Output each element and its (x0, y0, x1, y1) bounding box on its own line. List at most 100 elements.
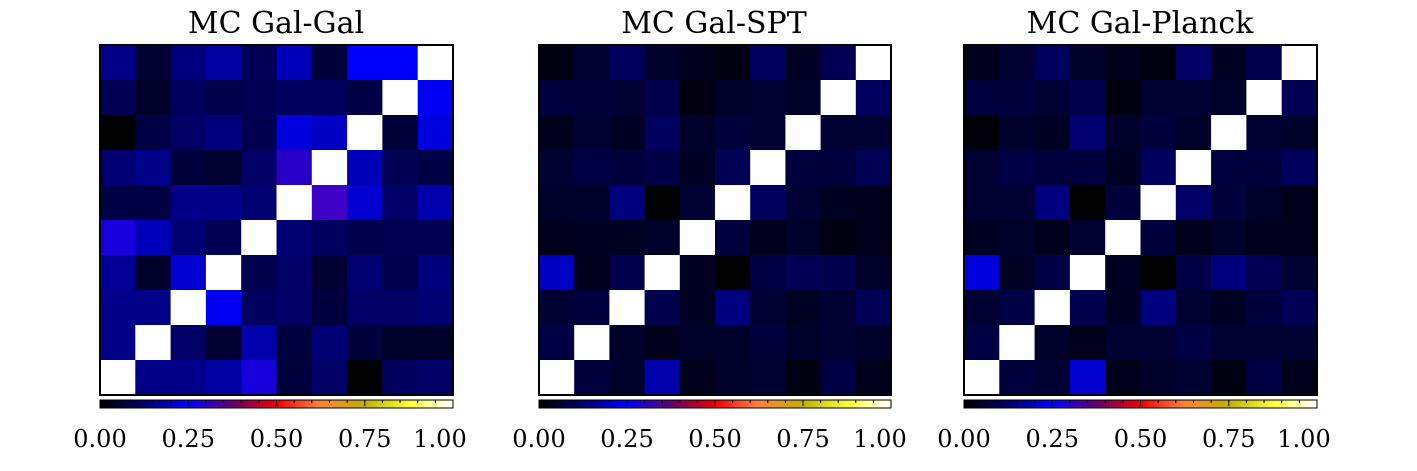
heatmap-cell (241, 360, 278, 396)
heatmap-cell (241, 255, 278, 291)
heatmap-cell (750, 150, 786, 186)
heatmap-cell (241, 45, 278, 81)
heatmap-cell (100, 325, 136, 361)
heatmap-cell (785, 80, 822, 116)
heatmap-cell (785, 45, 822, 81)
heatmap-cell (539, 45, 575, 81)
heatmap-cell (382, 255, 419, 291)
heatmap-cell (170, 45, 207, 81)
heatmap-cell (1034, 360, 1071, 396)
heatmap-cell (100, 290, 136, 326)
heatmap-cell (276, 290, 313, 326)
panel-title: MC Gal-Gal (188, 6, 364, 41)
heatmap-cell (609, 80, 646, 116)
heatmap-cell (679, 185, 716, 221)
heatmap-cell (1281, 255, 1318, 291)
colorbar-tick-label: 0.50 (688, 425, 741, 453)
heatmap-cell (1246, 185, 1283, 221)
heatmap-cell (609, 290, 646, 326)
panel-gal-gal: MC Gal-Gal 0.00 0.25 0.50 0.75 1.00 (73, 6, 466, 453)
heatmap-cell (574, 325, 610, 361)
heatmap-cell (1140, 115, 1177, 151)
heatmap-cell (347, 115, 383, 151)
heatmap-cell (964, 255, 1000, 291)
heatmap-cell (241, 325, 278, 361)
heatmap-cell (999, 80, 1036, 116)
heatmap-cell (1211, 150, 1247, 186)
heatmap-cell (205, 115, 242, 151)
heatmap-cell (1140, 80, 1177, 116)
heatmap-cell (964, 150, 1000, 186)
heatmap-cell (785, 185, 822, 221)
colorbar-tick-label: 0.50 (250, 425, 303, 453)
heatmap-cell (100, 115, 136, 151)
heatmap-cell (1175, 290, 1212, 326)
heatmap-cell (276, 360, 313, 396)
heatmap-cell (1246, 150, 1283, 186)
heatmap-cell (820, 80, 857, 116)
heatmap-cell (715, 290, 751, 326)
heatmap-cell (715, 115, 751, 151)
heatmap-cell (205, 325, 242, 361)
heatmap-cell (1034, 185, 1071, 221)
heatmap-cell (750, 255, 786, 291)
colorbar-tick-label: 0.50 (1114, 425, 1167, 453)
heatmap-cell (100, 80, 136, 116)
panel-gal-spt: MC Gal-SPT 0.00 0.25 0.50 0.75 1.00 (512, 6, 906, 453)
heatmap-cell (1211, 220, 1247, 256)
heatmap-cell (1034, 80, 1071, 116)
heatmap-cell (679, 255, 716, 291)
heatmap-cell (964, 80, 1000, 116)
heatmap-cell (679, 360, 716, 396)
heatmap-cell (100, 185, 136, 221)
heatmap-cell (574, 220, 610, 256)
heatmap-cell (170, 115, 207, 151)
heatmap-cell (382, 185, 419, 221)
heatmap-cell (205, 290, 242, 326)
heatmap-cell (999, 220, 1036, 256)
heatmap-cell (311, 290, 348, 326)
heatmap-cell (1069, 325, 1106, 361)
heatmap-cell (205, 185, 242, 221)
heatmap-cell (347, 325, 383, 361)
heatmap-cell (644, 185, 681, 221)
heatmap-cell (785, 255, 822, 291)
heatmap-cell (644, 115, 681, 151)
colorbar-tick-label: 1.00 (413, 425, 466, 453)
heatmap-cell (964, 325, 1000, 361)
heatmap-cell (1034, 325, 1071, 361)
colorbar-tick-label: 1.00 (853, 425, 906, 453)
heatmap-cell (539, 290, 575, 326)
heatmap-cell (347, 185, 383, 221)
panel-title: MC Gal-SPT (621, 6, 807, 41)
heatmap-cell (417, 360, 454, 396)
heatmap-cell (574, 290, 610, 326)
heatmap-cell (855, 80, 892, 116)
heatmap-cell (135, 185, 172, 221)
heatmap-cell (135, 150, 172, 186)
heatmap-cell (539, 360, 575, 396)
heatmap-cell (609, 255, 646, 291)
heatmap-cell (135, 115, 172, 151)
heatmap-cell (715, 325, 751, 361)
heatmap-cell (100, 45, 136, 81)
colorbar-tick-label: 0.25 (1026, 425, 1079, 453)
heatmap-cell (276, 115, 313, 151)
heatmap-cell (170, 255, 207, 291)
colorbar-tick-label: 1.00 (1277, 425, 1330, 453)
heatmap-cell (276, 150, 313, 186)
heatmap-cell (170, 80, 207, 116)
heatmap-cell (1281, 185, 1318, 221)
heatmap-cell (417, 80, 454, 116)
heatmap-cell (539, 255, 575, 291)
heatmap-cell (855, 115, 892, 151)
plot-frame (538, 44, 892, 396)
heatmap-cell (417, 115, 454, 151)
heatmap-cell (1211, 80, 1247, 116)
heatmap-cell (1140, 325, 1177, 361)
heatmap-cell (1175, 150, 1212, 186)
heatmap-cell (1140, 360, 1177, 396)
heatmap-cell (855, 185, 892, 221)
heatmap-cell (999, 115, 1036, 151)
